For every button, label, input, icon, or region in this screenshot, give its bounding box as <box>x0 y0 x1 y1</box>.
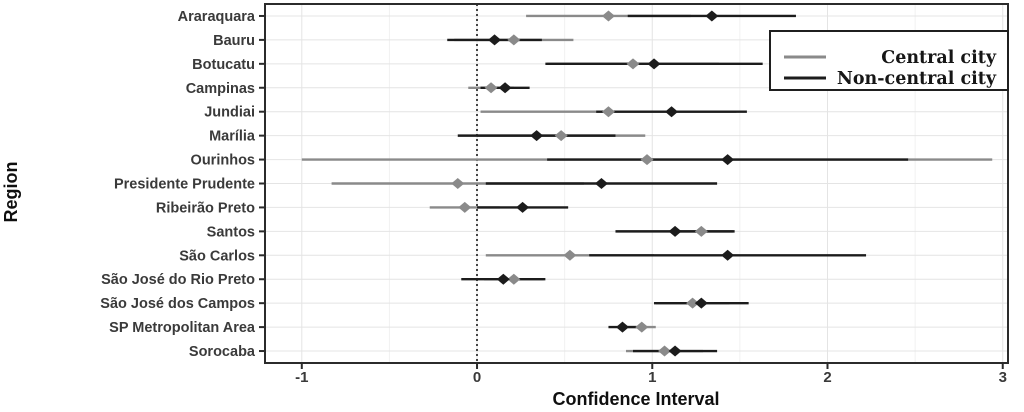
legend-label-non-central-city: Non-central city <box>837 69 997 89</box>
y-tick-label: Presidente Prudente <box>114 177 255 193</box>
marker-central-city <box>554 130 568 142</box>
y-axis-title: Region <box>1 162 21 223</box>
marker-non-central-city <box>498 82 512 94</box>
x-tick-label: 2 <box>823 369 831 386</box>
marker-central-city <box>694 225 708 237</box>
marker-central-city <box>640 154 654 166</box>
x-tick-label: -1 <box>295 369 308 386</box>
marker-central-city <box>451 178 465 189</box>
marker-central-city <box>563 249 577 261</box>
y-tick-label: Santos <box>207 224 255 240</box>
marker-central-city <box>601 106 615 118</box>
y-tick-label: Araraquara <box>178 9 256 25</box>
marker-non-central-city <box>665 106 679 118</box>
y-tick-label: Sorocaba <box>189 344 256 360</box>
marker-central-city <box>484 82 498 94</box>
marker-central-city <box>601 10 615 22</box>
y-tick-label: São José do Rio Preto <box>101 272 255 288</box>
marker-layer <box>451 10 735 357</box>
y-tick-label: Marília <box>209 129 256 145</box>
marker-non-central-city <box>705 10 719 22</box>
axis-layer: -1 0 1 2 3 Araraquara Bauru Botucatu Campinas Jun… <box>100 9 1007 386</box>
marker-central-city <box>507 34 521 46</box>
marker-non-central-city <box>721 249 735 261</box>
legend-label-central-city: Central city <box>881 48 997 68</box>
y-tick-label: Campinas <box>186 81 255 97</box>
marker-non-central-city <box>488 34 502 46</box>
y-tick-label: Ourinhos <box>191 153 255 169</box>
x-tick-label: 3 <box>999 369 1007 386</box>
legend-box <box>769 30 1009 91</box>
y-tick-label: Botucatu <box>192 57 255 73</box>
y-tick-label: SP Metropolitan Area <box>109 320 256 336</box>
marker-non-central-city <box>668 225 682 237</box>
x-tick-label: 1 <box>648 369 656 386</box>
x-axis-title: Confidence Interval <box>552 389 719 409</box>
marker-central-city <box>658 345 672 357</box>
marker-central-city <box>458 201 472 213</box>
marker-non-central-city <box>647 58 661 70</box>
marker-central-city <box>507 273 521 285</box>
marker-non-central-city <box>516 201 530 213</box>
y-tick-label: São Carlos <box>179 248 255 264</box>
y-tick-label: São José dos Campos <box>100 296 255 312</box>
marker-non-central-city <box>694 297 708 309</box>
marker-non-central-city <box>496 273 510 285</box>
y-tick-label: Bauru <box>213 33 255 49</box>
marker-non-central-city <box>668 345 682 357</box>
marker-non-central-city <box>615 321 629 333</box>
y-tick-label: Ribeirão Preto <box>156 200 255 216</box>
marker-central-city <box>626 58 640 70</box>
marker-central-city <box>686 297 700 309</box>
marker-non-central-city <box>594 178 608 189</box>
legend: Central city Non-central city <box>769 30 1009 91</box>
marker-central-city <box>635 321 649 333</box>
marker-non-central-city <box>530 130 544 142</box>
x-tick-label: 0 <box>473 369 481 386</box>
marker-non-central-city <box>721 154 735 166</box>
y-tick-label: Jundiai <box>204 105 255 121</box>
